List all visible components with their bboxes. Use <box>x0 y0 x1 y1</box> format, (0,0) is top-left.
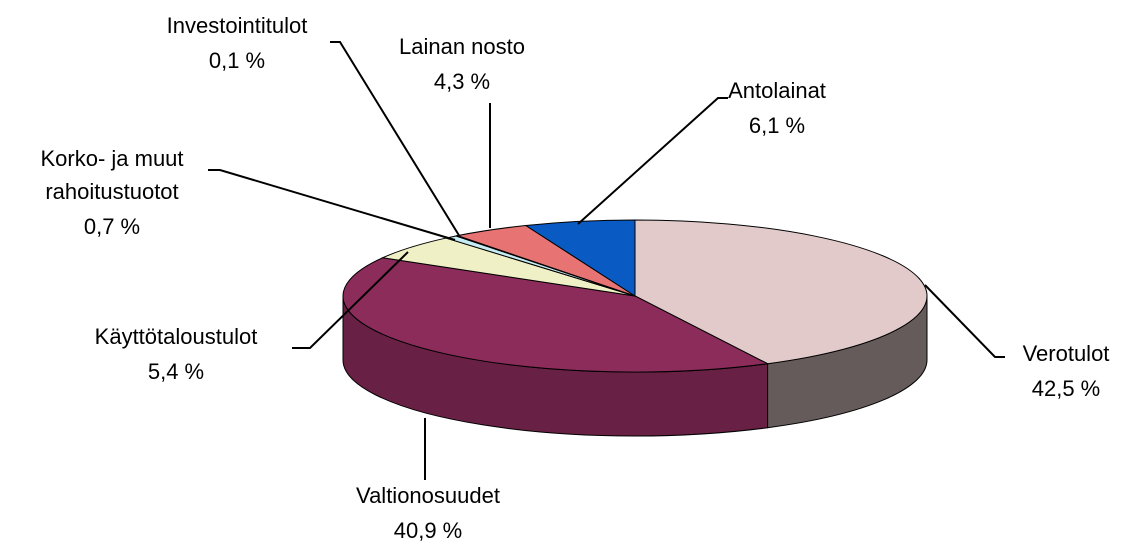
leader-line <box>208 169 456 241</box>
value-label: 5,4 % <box>148 359 204 384</box>
value-label: 42,5 % <box>1032 376 1101 401</box>
value-label: 4,3 % <box>434 69 490 94</box>
slice-label: Antolainat <box>728 78 826 103</box>
value-label: 0,7 % <box>84 214 140 239</box>
leader-line <box>924 284 1005 358</box>
slice-label: Valtionosuudet <box>356 483 500 508</box>
slice <box>524 219 636 297</box>
leader-line <box>292 251 409 349</box>
slice <box>342 257 770 373</box>
slice <box>634 219 928 365</box>
leader-line <box>577 97 728 225</box>
slice-label: Lainan nosto <box>399 34 525 59</box>
leader-line <box>330 41 461 238</box>
value-label: 40,9 % <box>394 518 463 543</box>
value-label: 6,1 % <box>749 113 805 138</box>
value-label: 0,1 % <box>209 48 265 73</box>
slice-label: Käyttötaloustulot <box>95 324 258 349</box>
slice-label: Investointitulot <box>167 13 308 38</box>
slice-label: Korko- ja muut rahoitustuotot <box>40 146 183 204</box>
slice-label: Verotulot <box>1023 341 1110 366</box>
